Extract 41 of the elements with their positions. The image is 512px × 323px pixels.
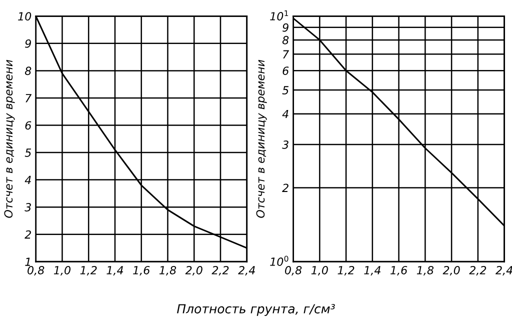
y-tick-label: 7 [26,94,32,102]
y-tick-label: 10$^{1}$ [270,10,288,20]
x-tick-label: 1,6 [133,266,150,276]
x-axis-title: Плотность грунта, г/см³ [176,304,335,316]
x-tick-label: 2,2 [212,266,229,276]
y-axis-title: Отсчет в единицу времени [4,60,15,218]
x-tick-label: 1,4 [364,266,380,276]
x-tick-label: 1,0 [311,266,328,276]
x-tick-label: 1,0 [54,266,70,276]
x-tick-label: 2,0 [185,266,202,276]
y-tick-label: 3 [24,203,31,212]
y-axis-title: Отсчет в единицу времени [256,60,267,218]
x-tick-label: 2,4 [496,266,512,276]
y-tick-label: 5 [282,86,289,94]
y-tick-label: 6 [25,121,32,130]
x-tick-label: 2,4 [238,266,255,276]
x-tick-label: 0,8 [28,266,44,276]
y-tick-label: 4 [282,110,288,118]
y-tick-label: 1 [25,258,30,266]
y-tick-label: 5 [24,148,32,157]
y-tick-label: 2 [282,184,288,192]
y-tick-label: 6 [282,66,289,75]
x-tick-label: 1,6 [390,266,408,276]
x-tick-label: 1,8 [416,266,434,276]
x-tick-label: 2,0 [442,266,460,276]
y-tick-label: 9 [282,23,288,32]
x-tick-label: 1,8 [159,266,176,276]
y-tick-label: 9 [25,39,31,48]
y-tick-label: 10$^{0}$ [270,256,288,266]
x-tick-label: 1,2 [338,266,354,276]
y-tick-label: 8 [24,66,32,76]
x-tick-label: 1,4 [106,266,124,276]
y-tick-label: 8 [282,36,289,44]
x-tick-label: 1,2 [80,266,97,276]
y-tick-label: 2 [24,230,31,239]
y-tick-label: 4 [24,176,31,184]
y-tick-label: 10 [18,12,32,21]
x-tick-label: 2,2 [469,266,486,276]
y-tick-label: 3 [282,140,288,149]
y-tick-label: 7 [283,50,290,58]
x-tick-label: 0,8 [285,266,302,276]
